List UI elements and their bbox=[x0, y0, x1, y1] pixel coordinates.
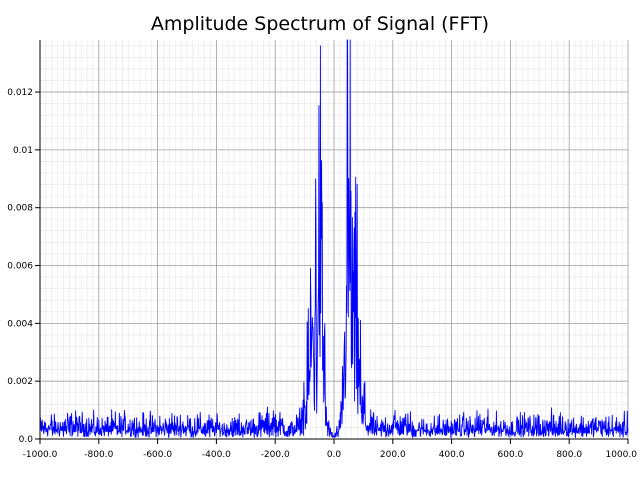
x-tick-label: -600.0 bbox=[143, 450, 172, 460]
y-tick-label: 0.006 bbox=[7, 262, 33, 272]
x-tick-label: 1000.0 bbox=[606, 450, 638, 460]
major-grid bbox=[39, 40, 629, 440]
x-tick-labels: -1000.0 -800.0 -600.0 -400.0 -200.0 0.0 200.0 4… bbox=[23, 450, 638, 460]
x-tick-label: 800.0 bbox=[556, 450, 582, 460]
series-line-0 bbox=[39, 39, 629, 439]
x-tick-label: 200.0 bbox=[380, 450, 406, 460]
y-tick-label: 0.012 bbox=[7, 88, 33, 98]
x-tick-label: -800.0 bbox=[84, 450, 113, 460]
y-tick-label: 0.008 bbox=[7, 204, 33, 214]
chart-title: Amplitude Spectrum of Signal (FFT) bbox=[151, 13, 489, 35]
y-tick-label: 0.002 bbox=[7, 377, 33, 387]
y-tick-labels: 0.0 0.002 0.004 0.006 0.008 0.01 0.012 bbox=[7, 88, 33, 445]
x-tick-label: -400.0 bbox=[202, 450, 231, 460]
x-tick-label: -1000.0 bbox=[23, 450, 58, 460]
y-tick-label: 0.004 bbox=[7, 319, 33, 329]
y-tick-label: 0.0 bbox=[19, 435, 34, 445]
series-layer bbox=[39, 39, 629, 439]
axes bbox=[35, 40, 629, 444]
x-tick-label: 600.0 bbox=[498, 450, 524, 460]
x-tick-label: -200.0 bbox=[261, 450, 290, 460]
x-tick-label: 0.0 bbox=[327, 450, 342, 460]
y-tick-label: 0.01 bbox=[13, 146, 33, 156]
x-tick-label: 400.0 bbox=[439, 450, 465, 460]
